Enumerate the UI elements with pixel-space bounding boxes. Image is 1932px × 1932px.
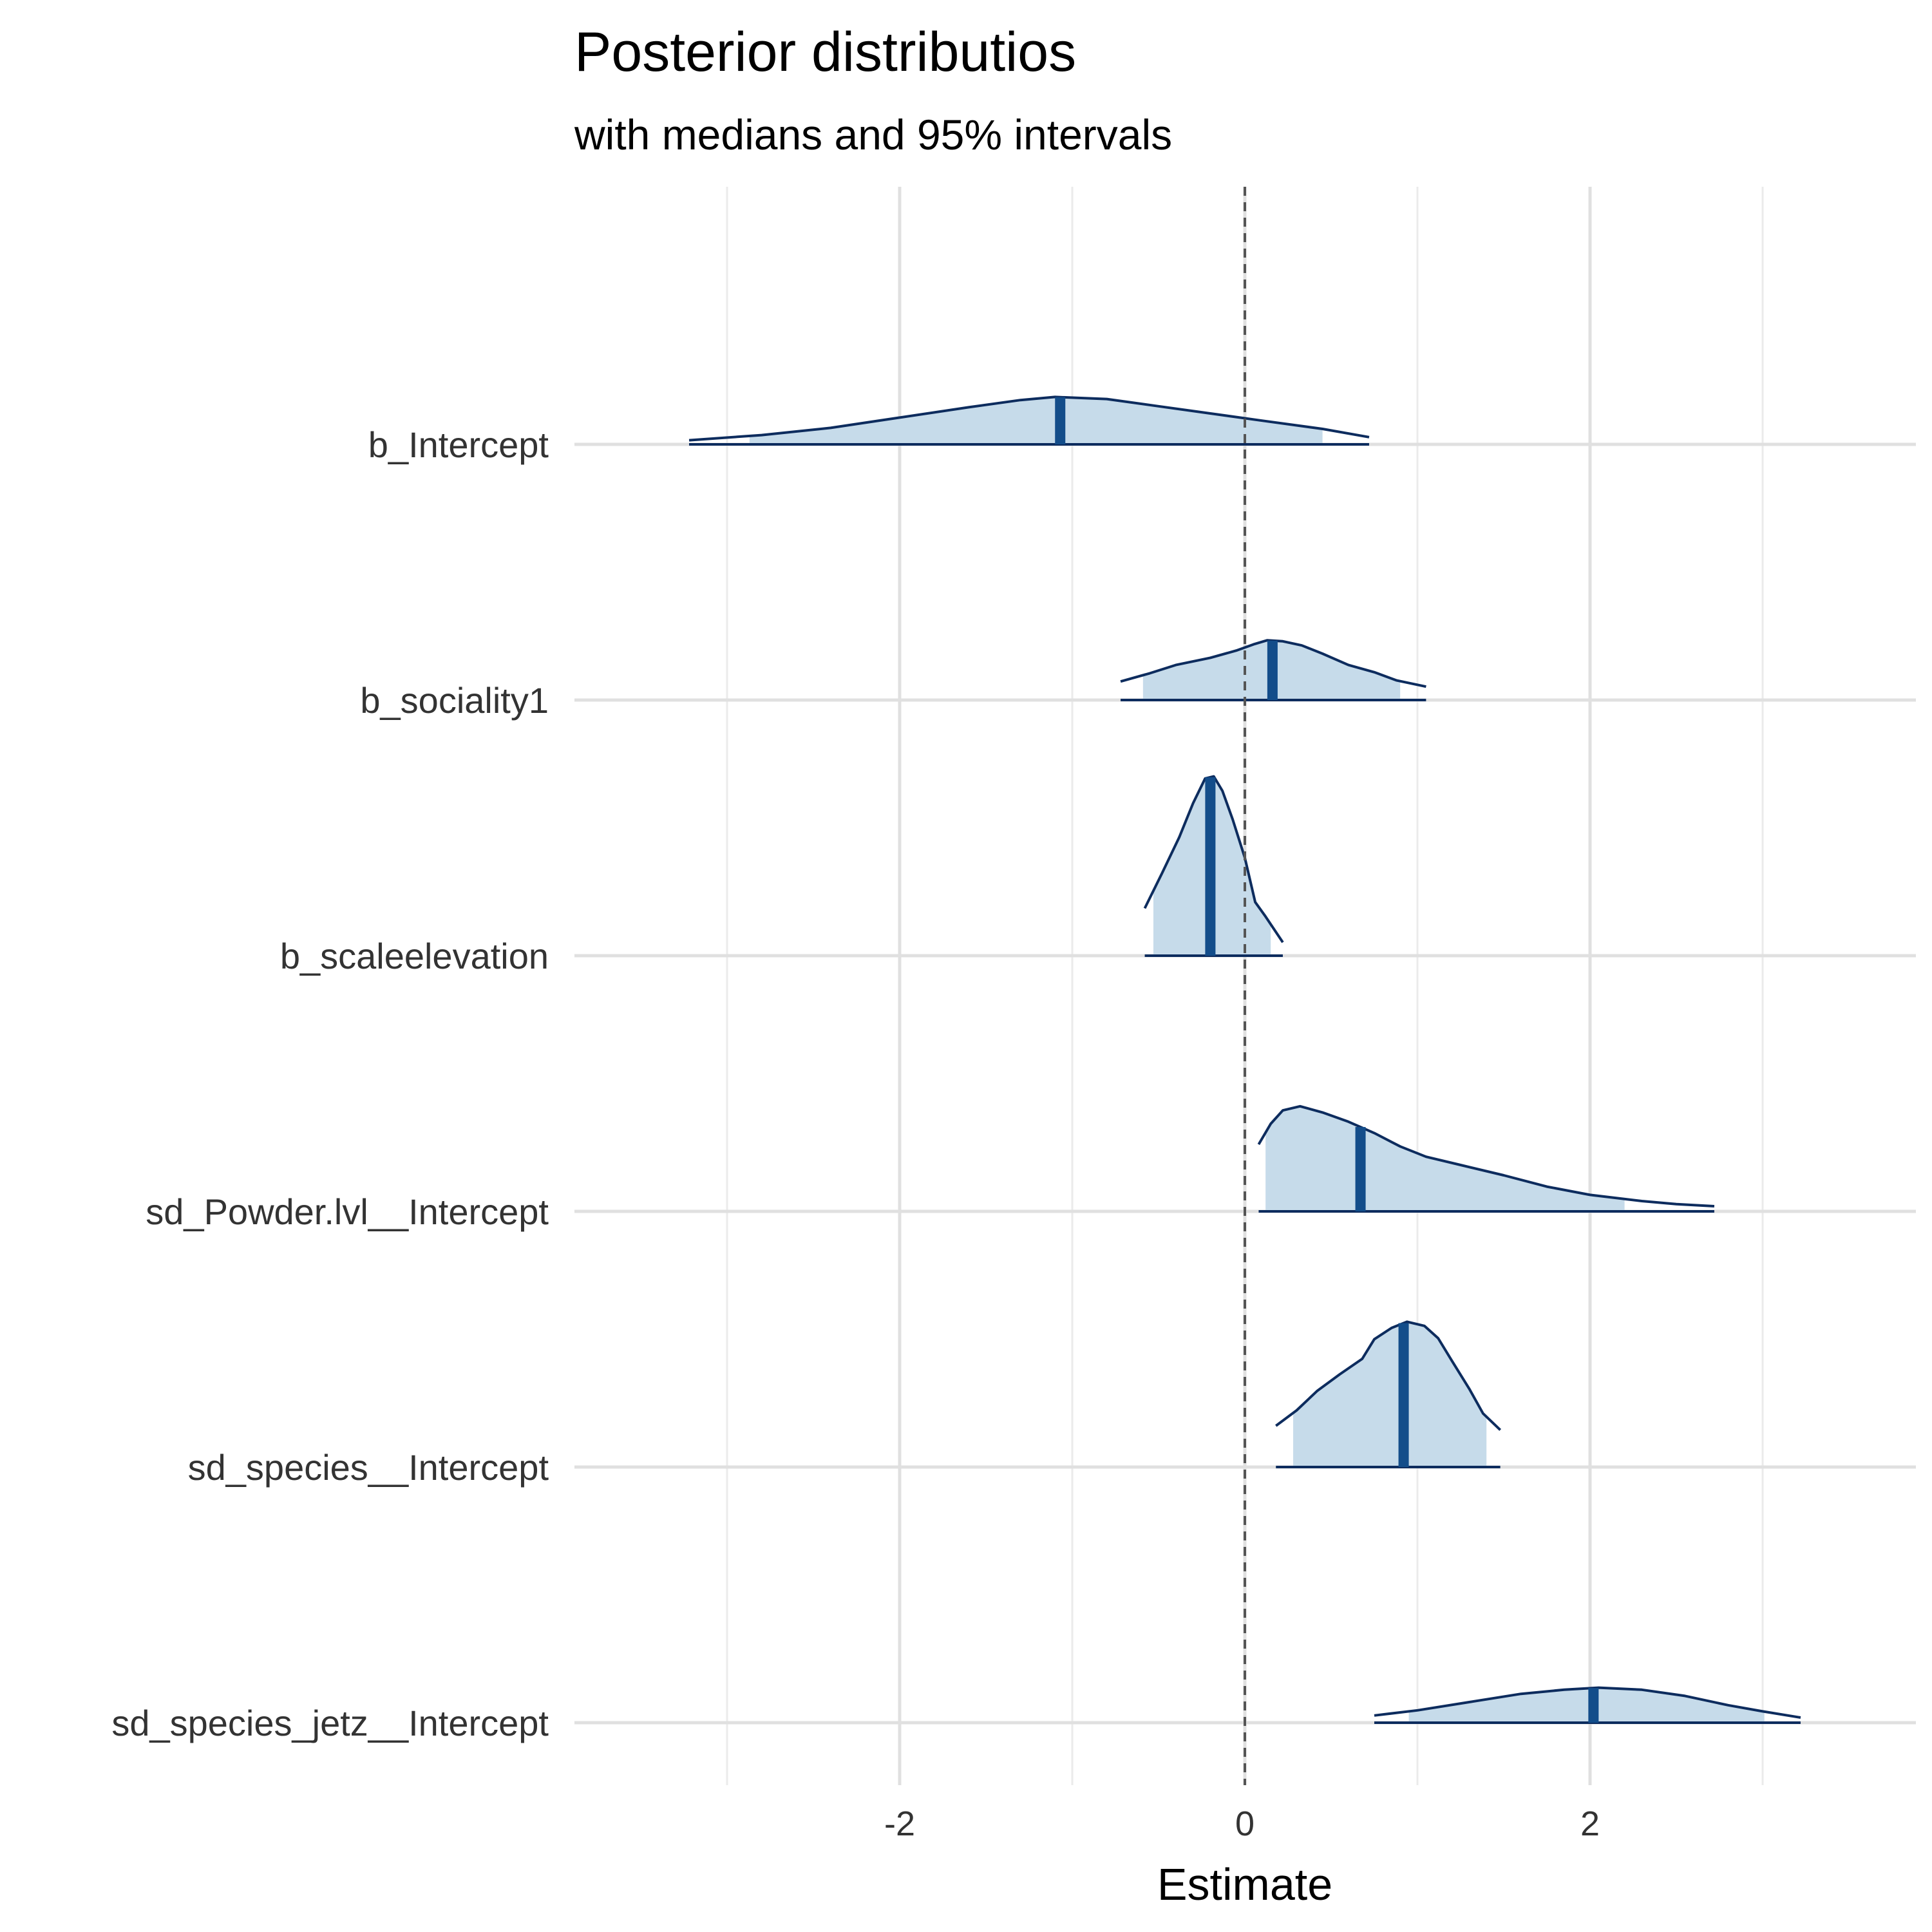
interval-area — [1293, 1321, 1487, 1467]
x-axis-title: Estimate — [1157, 1859, 1332, 1909]
y-axis-label: sd_species__Intercept — [188, 1447, 549, 1488]
ridge-b_scaleelevation — [1143, 775, 1284, 957]
ridge-b_Intercept — [688, 395, 1370, 446]
chart-subtitle: with medians and 95% intervals — [574, 111, 1172, 158]
interval-area — [1265, 1106, 1625, 1211]
y-axis-label: b_sociality1 — [360, 680, 549, 721]
y-axis-label: b_scaleelevation — [280, 936, 549, 976]
chart-title: Posterior distributios — [574, 21, 1076, 83]
x-tick-label: 0 — [1235, 1804, 1255, 1843]
ridge-sd_species__Intercept — [1275, 1320, 1502, 1468]
ridge-b_sociality1 — [1120, 639, 1426, 701]
y-axis-label: b_Intercept — [368, 424, 549, 465]
interval-area — [1408, 1687, 1765, 1723]
interval-area — [749, 397, 1323, 444]
density-curve — [1143, 775, 1284, 943]
y-axis-labels: b_Intercept b_sociality1 b_scaleelevations… — [111, 424, 549, 1743]
x-tick-label: 2 — [1580, 1804, 1600, 1843]
y-axis-label: sd_Powder.lvl__Intercept — [146, 1191, 549, 1232]
x-tick-label: -2 — [884, 1804, 915, 1843]
density-curve — [1374, 1686, 1801, 1719]
y-axis-label: sd_species_jetz__Intercept — [111, 1703, 549, 1743]
density-ridges — [688, 395, 1801, 1724]
density-curve — [688, 395, 1370, 442]
x-axis-tick-labels: -2 0 2 — [884, 1804, 1600, 1843]
ridge-sd_Powder.lvl__Intercept — [1257, 1104, 1715, 1213]
density-curve — [1257, 1104, 1715, 1208]
ridge-sd_species_jetz__Intercept — [1374, 1686, 1801, 1724]
